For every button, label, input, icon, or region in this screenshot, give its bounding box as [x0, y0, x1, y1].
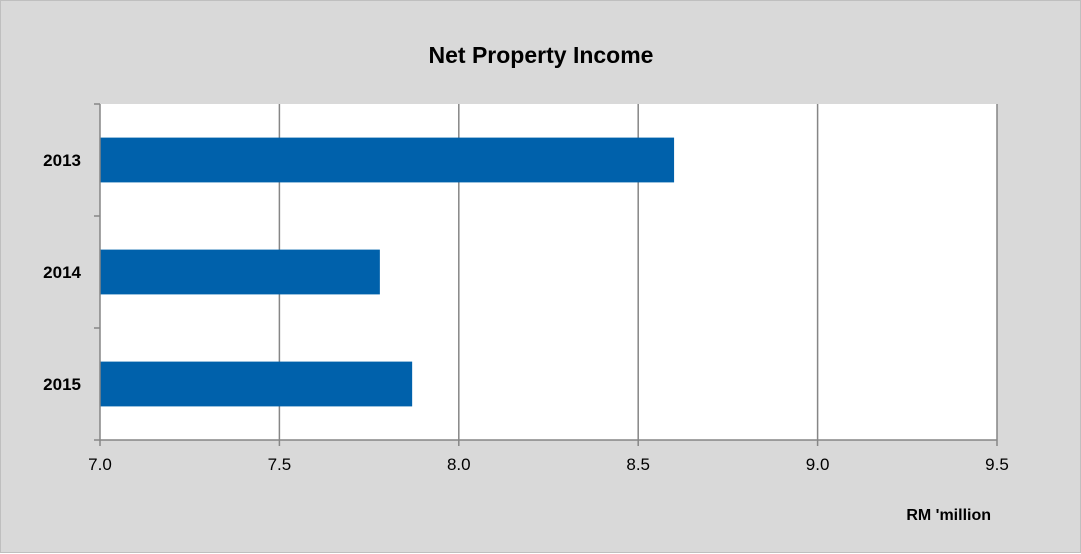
y-tick-label: 2014 [43, 263, 81, 282]
y-tick-label: 2015 [43, 375, 81, 394]
x-axis-title: RM 'million [906, 507, 991, 524]
bars [100, 137, 675, 407]
bar-2013 [100, 137, 675, 183]
x-tick-label: 8.0 [447, 455, 471, 474]
x-tick-label: 7.0 [88, 455, 112, 474]
bar-2015 [100, 361, 413, 407]
axes [94, 103, 998, 446]
labels: 7.0 7.5 8.0 8.5 9.0 9.5 2013 2014 2015 [43, 151, 1009, 474]
x-tick-label: 9.0 [806, 455, 830, 474]
x-tick-label: 7.5 [268, 455, 292, 474]
x-tick-label: 8.5 [626, 455, 650, 474]
bar-2014 [100, 249, 380, 295]
y-tick-label: 2013 [43, 151, 81, 170]
chart-title: Net Property Income [429, 42, 654, 68]
x-tick-label: 9.5 [985, 455, 1009, 474]
